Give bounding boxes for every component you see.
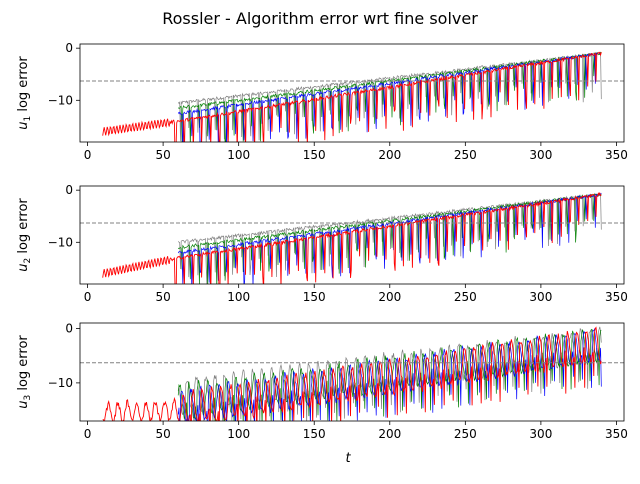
y-axis-label: u1 log error	[16, 56, 33, 130]
y-label-subscript: 3	[23, 395, 33, 401]
y-tick-label: −10	[48, 93, 73, 107]
subplot-2: 0 50 100 150 200 250 300 350 0 −10 u2 log error	[16, 183, 628, 304]
y-tick-label: 0	[65, 41, 73, 55]
x-tick-label: 100	[227, 427, 250, 441]
x-tick-label: 150	[303, 427, 326, 441]
axes-frame	[79, 43, 625, 143]
series-line-4	[177, 192, 602, 284]
y-tick-label: 0	[65, 321, 73, 335]
subplot-1: 0 50 100 150 200 250 300 350 0 −10 u1 log error	[16, 41, 628, 162]
y-label-text: log error	[16, 198, 31, 258]
figure-title: Rossler - Algorithm error wrt fine solve…	[162, 9, 478, 28]
series-line-3	[177, 51, 602, 142]
y-tick-label: −10	[48, 376, 73, 390]
x-tick-label: 300	[529, 148, 552, 162]
x-tick-label: 250	[454, 148, 477, 162]
x-axis-label: t	[345, 451, 351, 466]
x-tick-label: 350	[605, 427, 628, 441]
series-line-3	[177, 328, 602, 421]
x-tick-label: 150	[303, 290, 326, 304]
x-tick-label: 200	[378, 290, 401, 304]
y-tick-label: −10	[48, 235, 73, 249]
series-line-1	[102, 191, 602, 284]
x-tick-label: 300	[529, 427, 552, 441]
plot-area	[102, 51, 602, 142]
series-line-3	[177, 193, 602, 284]
series-line-2	[177, 192, 602, 284]
x-tick-label: 200	[378, 148, 401, 162]
x-tick-label: 0	[84, 427, 92, 441]
x-tick-label: 50	[155, 290, 170, 304]
x-tick-label: 350	[605, 148, 628, 162]
x-tick-label: 200	[378, 427, 401, 441]
y-tick-label: 0	[65, 183, 73, 197]
y-label-var: u	[16, 264, 31, 272]
series-line-1	[102, 51, 602, 142]
x-tick-label: 250	[454, 290, 477, 304]
y-axis-label: u3 log error	[16, 335, 33, 409]
y-label-var: u	[16, 122, 31, 130]
y-label-text: log error	[16, 335, 31, 395]
y-label-text: log error	[16, 56, 31, 116]
x-tick-label: 150	[303, 148, 326, 162]
series-line-2	[177, 327, 602, 421]
x-tick-label: 0	[84, 148, 92, 162]
axes-frame	[79, 322, 625, 422]
x-tick-label: 50	[155, 148, 170, 162]
x-tick-label: 350	[605, 290, 628, 304]
plot-area	[102, 191, 602, 284]
x-tick-label: 300	[529, 290, 552, 304]
series-line-4	[177, 51, 602, 142]
series-line-1	[102, 326, 602, 421]
axes-frame	[79, 185, 625, 285]
x-tick-label: 50	[155, 427, 170, 441]
x-tick-label: 0	[84, 290, 92, 304]
x-tick-label: 250	[454, 427, 477, 441]
y-axis-label: u2 log error	[16, 198, 33, 272]
y-label-subscript: 2	[23, 258, 33, 264]
series-line-2	[177, 52, 602, 142]
y-label-var: u	[16, 401, 31, 409]
subplot-3: 0 50 100 150 200 250 300 350 0 −10 u3 log error	[16, 321, 628, 441]
plot-area	[102, 326, 602, 421]
y-label-subscript: 1	[23, 116, 33, 122]
x-tick-label: 100	[227, 148, 250, 162]
x-tick-label: 100	[227, 290, 250, 304]
